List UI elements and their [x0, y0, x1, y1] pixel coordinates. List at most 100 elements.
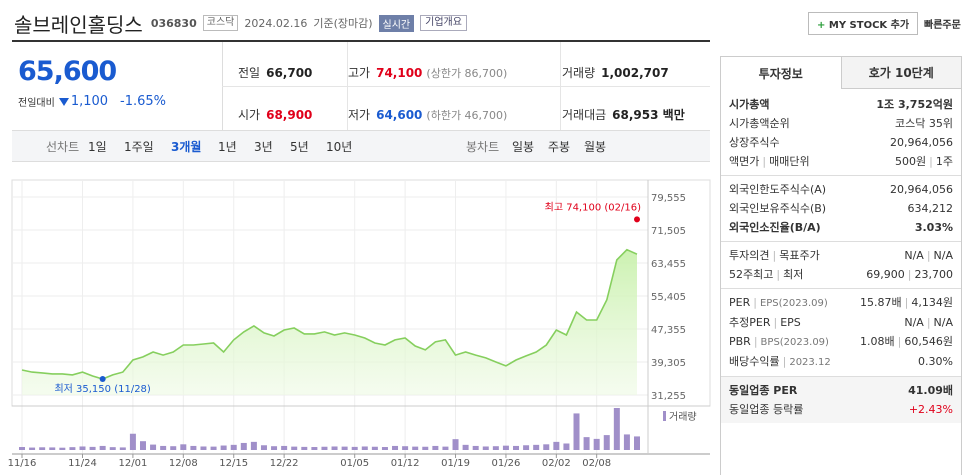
volume-bar	[502, 445, 509, 450]
period-label: 선차트	[46, 140, 80, 154]
info-row: 외국인한도주식수(A) 20,964,056	[729, 180, 953, 199]
summary-label: 고가	[348, 66, 371, 80]
summary-label: 거래대금	[562, 108, 607, 122]
annotation-dot	[99, 376, 106, 383]
separator: |	[907, 268, 912, 281]
separator: |	[904, 296, 909, 309]
volume-bar	[452, 439, 459, 450]
value-part: 4,134원	[911, 296, 953, 309]
label-part: 동일업종 등락률	[729, 403, 804, 416]
candle-option[interactable]: 월봉	[584, 140, 607, 154]
value-part: 23,700	[914, 268, 954, 281]
x-tick-label: 01/05	[340, 458, 369, 469]
price-change: 전일대비 1,100 -1.65%	[18, 94, 166, 109]
separator: |	[753, 296, 757, 309]
info-value: 0.30%	[918, 352, 953, 372]
value-part: 20,964,056	[890, 183, 953, 196]
info-section: 시가총액 1조 3,752억원 시가총액순위 코스닥 35위 상장주식수 20,964,0…	[721, 89, 961, 175]
volume-bar	[271, 446, 278, 450]
volume-bar	[422, 446, 429, 450]
info-label: PER | EPS(2023.09)	[729, 293, 828, 313]
summary: 전일 66,700 고가 74,100 (상한가 86,700) 거래량 1,002,707…	[222, 42, 710, 130]
x-tick-label: 01/12	[391, 458, 420, 469]
volume-bar	[341, 446, 348, 450]
volume-bar	[190, 445, 197, 450]
info-label: 배당수익률 | 2023.12	[729, 352, 831, 372]
mystock-button[interactable]: + MY STOCK 추가	[808, 12, 919, 35]
summary-item: 시가 68,900	[238, 106, 312, 123]
candle-option[interactable]: 일봉	[512, 140, 535, 154]
period-option[interactable]: 1주일	[124, 140, 154, 154]
period-bar: 선차트 1일 1주일 3개월 1년 3년 5년 10년 봉차트 일봉 주봉 월봉	[12, 130, 710, 162]
tab[interactable]: 투자정보	[721, 57, 842, 89]
volume-bar	[593, 438, 600, 450]
separator: |	[762, 155, 767, 168]
candle-option[interactable]: 주봉	[548, 140, 571, 154]
info-value: 41.09배	[908, 381, 953, 400]
summary-extra: (하한가 46,700)	[426, 109, 508, 122]
change-rate: -1.65%	[120, 94, 167, 109]
tab[interactable]: 호가 10단계	[841, 57, 961, 89]
period-option[interactable]: 3개월	[171, 140, 202, 154]
summary-value: 68,900	[266, 108, 313, 122]
period-option[interactable]: 3년	[254, 140, 273, 154]
summary-item: 거래량 1,002,707	[562, 64, 669, 81]
summary-label: 저가	[348, 108, 371, 122]
info-value: 15.87배 | 4,134원	[860, 293, 953, 313]
label-part: 외국인소진율(B/A)	[729, 221, 821, 234]
volume-bar	[634, 436, 640, 450]
divider	[12, 40, 710, 42]
market-badge: 코스닥	[202, 15, 239, 31]
volume-bar	[321, 446, 328, 450]
volume-bar	[523, 445, 530, 450]
x-tick-label: 11/24	[68, 458, 97, 469]
volume-bar	[230, 444, 237, 450]
period-option[interactable]: 10년	[326, 140, 353, 154]
period-option[interactable]: 1년	[218, 140, 237, 154]
summary-value: 1,002,707	[601, 66, 669, 80]
info-label: 상장주식수	[729, 133, 780, 152]
x-tick-label: 02/08	[582, 458, 611, 469]
info-row: 액면가 | 매매단위 500원 | 1주	[729, 152, 953, 171]
info-label: 52주최고 | 최저	[729, 265, 803, 284]
divider	[222, 86, 710, 87]
quick-order[interactable]: 빠른주문	[924, 20, 961, 31]
value-part: N/A	[933, 316, 953, 329]
stock-name: 솔브레인홀딩스	[14, 12, 143, 37]
info-value: N/A | N/A	[904, 313, 953, 332]
value-part: 20,964,056	[890, 136, 953, 149]
separator: |	[782, 355, 787, 368]
realtime-button[interactable]: 실시간	[378, 14, 415, 32]
summary-item: 저가 64,600 (하한가 46,700)	[348, 106, 507, 123]
annotation: 최저 35,150 (11/28)	[54, 383, 150, 395]
volume-bar	[240, 442, 247, 450]
info-row: 외국인보유주식수(B) 634,212	[729, 199, 953, 218]
volume-bar	[99, 445, 106, 450]
volume-bar	[250, 441, 257, 450]
info-section: 동일업종 PER 41.09배 동일업종 등락률 +2.43%	[721, 376, 961, 423]
x-tick-label: 12/15	[219, 458, 248, 469]
chart: 79,555 71,505 63,455 55,405 47,355 39,305 31,2…	[8, 179, 711, 469]
label-part: 시가총액	[729, 98, 770, 111]
value-part: N/A	[933, 249, 953, 262]
company-button[interactable]: 기업개요	[420, 15, 467, 31]
volume-bar	[482, 446, 489, 450]
volume-bar	[79, 446, 86, 450]
info-value: 1조 3,752억원	[876, 95, 953, 114]
period-option[interactable]: 1일	[88, 140, 107, 154]
value-part: 500원	[895, 155, 927, 168]
y-tick-label: 39,305	[651, 358, 686, 369]
info-panel: 투자정보 호가 10단계 시가총액 1조 3,752억원 시가총액순위 코스닥 35위 상장…	[720, 56, 962, 475]
info-label: 시가총액	[729, 95, 769, 114]
annotation-dot	[634, 216, 640, 223]
label-part: 시가총액순위	[729, 117, 790, 130]
period-option[interactable]: 5년	[290, 140, 309, 154]
x-tick-label: 01/19	[441, 458, 470, 469]
volume-bar	[150, 444, 157, 450]
volume-bar	[59, 447, 66, 450]
volume-bar	[210, 446, 217, 450]
info-label: 외국인한도주식수(A)	[729, 180, 826, 199]
volume-bar	[29, 447, 36, 450]
legend-swatch	[663, 411, 666, 421]
summary-item: 전일 66,700	[238, 64, 312, 81]
